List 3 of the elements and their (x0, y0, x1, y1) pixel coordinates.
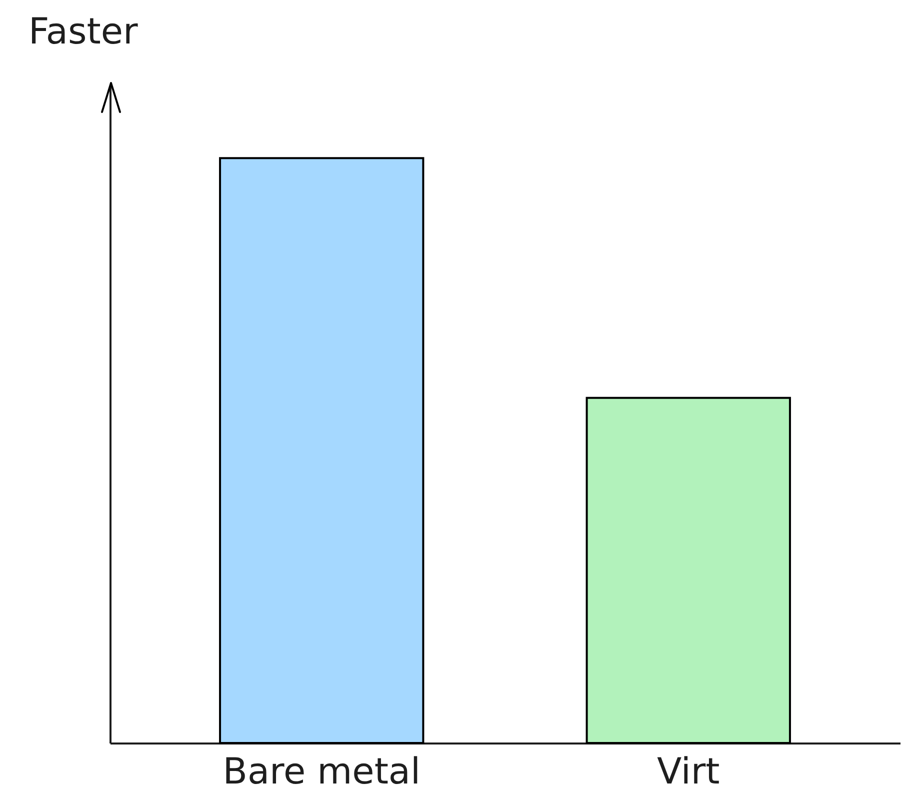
x-tick-label: Bare metal (222, 752, 421, 792)
y-axis-title: Faster (28, 12, 138, 52)
x-tick-label: Virt (656, 752, 720, 792)
